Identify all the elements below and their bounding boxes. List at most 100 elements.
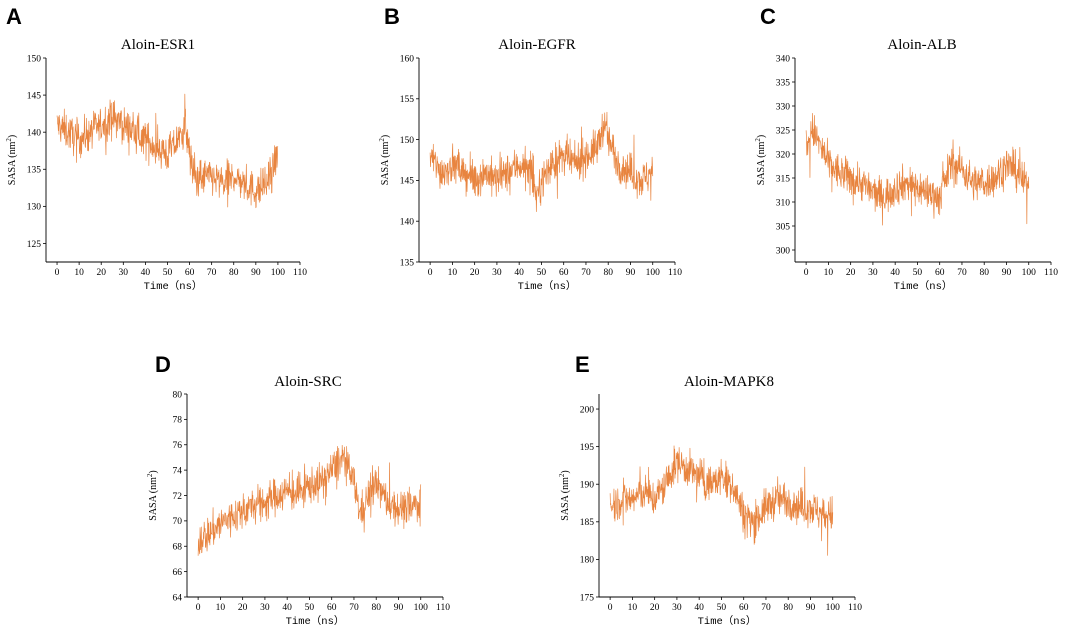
y-tick-label: 66 xyxy=(173,568,183,578)
y-tick-label: 310 xyxy=(776,198,791,208)
x-tick-label: 60 xyxy=(935,268,945,278)
x-tick-label: 40 xyxy=(694,603,704,613)
y-axis-label: SASA (nm2) xyxy=(558,470,571,520)
x-tick-label: 10 xyxy=(628,603,638,613)
x-tick-label: 50 xyxy=(913,268,923,278)
x-tick-label: 30 xyxy=(868,268,878,278)
x-tick-label: 110 xyxy=(436,603,450,613)
y-tick-label: 190 xyxy=(580,481,595,491)
y-tick-label: 335 xyxy=(776,78,791,88)
panel-label: A xyxy=(6,4,22,29)
y-tick-label: 130 xyxy=(27,203,42,213)
y-tick-label: 185 xyxy=(580,518,595,528)
y-tick-label: 64 xyxy=(173,593,183,603)
y-tick-label: 180 xyxy=(580,556,595,566)
x-tick-label: 70 xyxy=(581,268,591,278)
x-tick-label: 80 xyxy=(979,268,989,278)
x-tick-label: 70 xyxy=(207,268,217,278)
x-tick-label: 20 xyxy=(650,603,660,613)
x-tick-label: 110 xyxy=(1044,268,1058,278)
x-tick-label: 60 xyxy=(185,268,195,278)
x-tick-label: 10 xyxy=(824,268,834,278)
x-tick-label: 10 xyxy=(216,603,226,613)
x-tick-label: 40 xyxy=(282,603,292,613)
x-tick-label: 80 xyxy=(371,603,381,613)
x-tick-label: 60 xyxy=(739,603,749,613)
panel-label: E xyxy=(575,352,590,377)
x-tick-label: 90 xyxy=(806,603,816,613)
y-tick-label: 140 xyxy=(27,128,42,138)
x-tick-label: 10 xyxy=(448,268,458,278)
x-tick-label: 70 xyxy=(349,603,359,613)
chart-title: Aloin-ESR1 xyxy=(121,37,195,53)
x-tick-label: 100 xyxy=(414,603,429,613)
y-tick-label: 320 xyxy=(776,150,791,160)
y-tick-label: 68 xyxy=(173,543,183,553)
x-tick-label: 50 xyxy=(163,268,173,278)
x-tick-label: 0 xyxy=(55,268,60,278)
x-axis-label: Time（ns） xyxy=(894,280,953,293)
x-axis-label: Time（ns） xyxy=(698,615,757,628)
x-tick-label: 40 xyxy=(514,268,524,278)
y-tick-label: 155 xyxy=(400,95,415,105)
x-axis-label: Time（ns） xyxy=(144,280,203,293)
x-tick-label: 90 xyxy=(251,268,261,278)
panel-alb: C Aloin-ALB 300 305 310 315 320 325 330 335 340 0… xyxy=(754,4,1058,293)
y-axis-label: SASA (nm2) xyxy=(146,470,159,520)
x-tick-label: 90 xyxy=(394,603,404,613)
y-tick-label: 145 xyxy=(27,91,42,101)
x-axis-label: Time（ns） xyxy=(518,280,577,293)
y-tick-label: 135 xyxy=(400,258,415,268)
y-tick-label: 195 xyxy=(580,443,595,453)
y-tick-label: 80 xyxy=(173,390,183,400)
y-tick-label: 340 xyxy=(776,54,791,64)
y-tick-label: 135 xyxy=(27,166,42,176)
x-tick-label: 20 xyxy=(238,603,248,613)
data-series-line xyxy=(56,93,279,209)
x-tick-label: 100 xyxy=(646,268,661,278)
panel-egfr: B Aloin-EGFR 135 140 145 150 155 160 0 10 20 30 40… xyxy=(378,4,682,293)
y-tick-label: 175 xyxy=(580,593,595,603)
x-tick-label: 50 xyxy=(537,268,547,278)
panel-mapk8: E Aloin-MAPK8 175 180 185 190 195 200 0 10 20 30 4… xyxy=(558,352,862,628)
y-tick-label: 145 xyxy=(400,177,415,187)
x-tick-label: 60 xyxy=(327,603,337,613)
x-tick-label: 60 xyxy=(559,268,569,278)
y-tick-label: 76 xyxy=(173,441,183,451)
y-tick-label: 300 xyxy=(776,246,791,256)
x-tick-label: 80 xyxy=(229,268,239,278)
chart-title: Aloin-MAPK8 xyxy=(684,374,774,390)
x-tick-label: 100 xyxy=(1022,268,1037,278)
y-tick-label: 72 xyxy=(173,492,183,502)
y-tick-label: 330 xyxy=(776,102,791,112)
x-tick-label: 100 xyxy=(271,268,286,278)
y-tick-label: 305 xyxy=(776,222,791,232)
chart-title: Aloin-EGFR xyxy=(498,37,576,53)
x-tick-label: 100 xyxy=(826,603,841,613)
x-tick-label: 20 xyxy=(470,268,480,278)
x-tick-label: 40 xyxy=(890,268,900,278)
x-tick-label: 110 xyxy=(293,268,307,278)
y-axis-label: SASA (nm2) xyxy=(5,135,18,185)
x-tick-label: 0 xyxy=(428,268,433,278)
x-tick-label: 30 xyxy=(119,268,129,278)
data-series-line xyxy=(197,444,422,556)
x-tick-label: 50 xyxy=(305,603,315,613)
panel-label: B xyxy=(384,4,400,29)
x-tick-label: 0 xyxy=(804,268,809,278)
x-tick-label: 110 xyxy=(848,603,862,613)
y-tick-label: 70 xyxy=(173,517,183,527)
x-tick-label: 80 xyxy=(603,268,613,278)
data-series-line xyxy=(429,111,654,212)
y-tick-label: 74 xyxy=(173,466,183,476)
panel-label: C xyxy=(760,4,776,29)
x-tick-label: 80 xyxy=(783,603,793,613)
y-tick-label: 78 xyxy=(173,416,183,426)
y-tick-label: 200 xyxy=(580,405,595,415)
x-tick-label: 20 xyxy=(846,268,856,278)
y-tick-label: 140 xyxy=(400,218,415,228)
chart-title: Aloin-ALB xyxy=(887,37,956,53)
y-tick-label: 160 xyxy=(400,54,415,64)
x-tick-label: 70 xyxy=(957,268,967,278)
